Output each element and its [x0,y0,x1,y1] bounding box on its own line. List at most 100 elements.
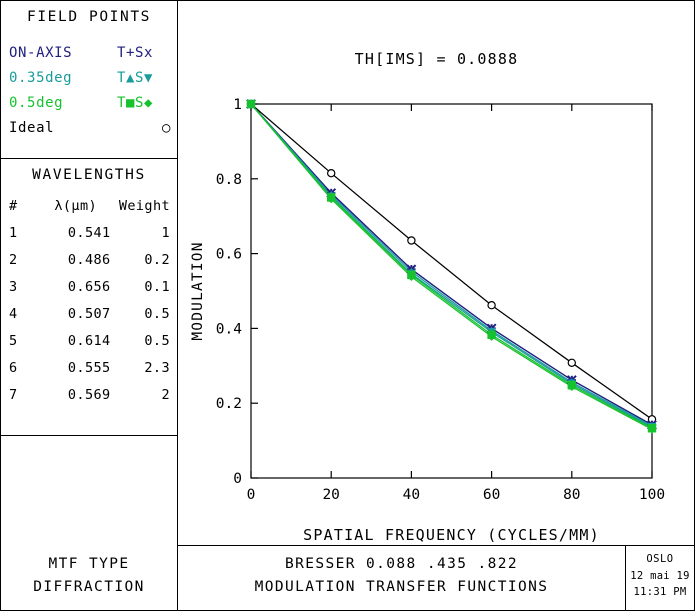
field-point-label-05deg: 0.5deg [9,95,64,111]
field-point-label-035deg: 0.35deg [9,70,73,86]
circle-open-marker [567,358,576,368]
x-tick-label: 60 [483,487,500,503]
series-line-on-axis-s [250,103,653,426]
diamond-marker [487,332,496,341]
x-tick-label: 20 [322,487,339,503]
wavelength-cell-weight: 0.5 [144,333,170,349]
x-tick-label: 0 [247,487,256,503]
wavelengths-table: # λ(µm) Weight 1 0.541 1 2 0.486 0.2 3 0.656 0.1… [1,193,177,409]
wavelength-row: 3 0.656 0.1 [6,274,174,301]
diamond-marker [327,194,336,204]
wavelength-row: 1 0.541 1 [6,220,174,247]
wavelength-cell-lambda: 0.507 [67,306,111,322]
diamond-marker [327,194,336,204]
footer-time: 11:31 PM [633,586,687,598]
triangle-up-marker: T▲ [117,70,136,86]
footer-lens-info: BRESSER 0.088 .435 .822 MODULATION TRANS… [178,546,626,610]
footer-app-name: OSLO [646,553,674,565]
cross-marker: Sx [135,45,154,61]
x-tick-label: 40 [403,487,420,503]
y-tick-label: 0 [233,471,242,487]
field-point-row-on-axis: ON-AXIS T+ Sx [9,45,171,65]
series-line-0-35deg-s [250,103,653,428]
diamond-marker [647,425,657,434]
chart-title: TH[IMS] = 0.0888 [354,50,519,68]
wavelengths-panel: WAVELENGTHS # λ(µm) Weight 1 0.541 1 2 0.486… [1,159,177,436]
wavelength-cell-num: 1 [9,225,18,241]
wavelength-cell-weight: 0.2 [144,252,170,268]
plot-frame [250,103,653,479]
diamond-marker [407,272,416,281]
field-point-markers-035deg: T▲ S▼ [117,70,154,86]
footer-lens-name: BRESSER 0.088 .435 .822 [285,556,518,572]
wavelength-cell-lambda: 0.569 [67,387,111,403]
series-line-0-35deg-t [250,103,653,427]
field-points-panel: FIELD POINTS ON-AXIS T+ Sx 0.35deg T▲ S▼… [1,1,177,159]
footer-bar: MTF TYPE DIFFRACTION BRESSER 0.088 .435 … [1,546,694,610]
wavelength-cell-weight: 1 [161,225,170,241]
x-tick-label: 80 [563,487,580,503]
field-point-label-ideal: Ideal [9,120,55,136]
wavelength-cell-lambda: 0.555 [67,360,111,376]
field-point-markers-on-axis: T+ Sx [117,45,154,61]
mtf-plot: 0 20 40 60 80 100 0 0.2 0.4 0.6 0.8 1 SPATIAL FREQUE… [190,97,665,544]
circle-open-marker [487,301,496,310]
wavelength-row: 2 0.486 0.2 [6,247,174,274]
wavelengths-header-weight: Weight [118,198,170,214]
diamond-marker [487,332,496,341]
wavelength-cell-num: 5 [9,333,18,349]
circle-open-marker [326,168,336,178]
wavelength-cell-num: 6 [9,360,18,376]
field-points-title: FIELD POINTS [27,9,151,25]
circle-open-marker [567,358,576,368]
wavelength-cell-num: 7 [9,387,18,403]
x-tick-label: 100 [639,487,665,503]
series-line-0-5deg-s [250,103,653,430]
y-tick-label: 0.6 [216,247,242,263]
y-tick-label: 0.2 [216,396,242,412]
circle-open-marker [326,168,336,178]
x-axis-label: SPATIAL FREQUENCY (CYCLES/MM) [303,526,600,544]
left-info-column: FIELD POINTS ON-AXIS T+ Sx 0.35deg T▲ S▼… [1,1,178,546]
empty-panel [1,436,177,546]
diamond-marker [407,272,416,281]
wavelength-cell-weight: 0.5 [144,306,170,322]
field-point-row-035deg: 0.35deg T▲ S▼ [9,70,171,90]
footer-mtf-type-label: MTF TYPE [48,556,130,572]
wavelength-cell-weight: 2 [161,387,170,403]
wavelength-cell-num: 4 [9,306,18,322]
wavelength-row: 5 0.614 0.5 [6,328,174,355]
wavelengths-title: WAVELENGTHS [32,167,146,183]
wavelength-row: 7 0.569 2 [6,382,174,409]
diamond-marker [647,425,657,434]
wavelengths-header-lambda: λ(µm) [54,198,98,214]
circle-open-marker [487,301,496,310]
triangle-down-marker: S▼ [135,70,154,86]
footer-plot-name: MODULATION TRANSFER FUNCTIONS [254,579,549,595]
plot-region: TH[IMS] = 0.0888 0 20 40 60 80 100 0 0.2 0.4 0.6 0… [178,1,695,546]
wavelength-cell-lambda: 0.541 [67,225,111,241]
diamond-marker: S◆ [135,95,154,111]
wavelength-cell-weight: 2.3 [144,360,170,376]
wavelengths-header-num: # [9,198,18,214]
footer-mtf-type: MTF TYPE DIFFRACTION [1,546,178,610]
field-point-markers-05deg: T■ S◆ [117,95,154,111]
circle-open-marker [407,236,416,245]
wavelength-cell-lambda: 0.614 [67,333,111,349]
field-point-markers-ideal: ○ [117,120,171,136]
plus-marker: T+ [117,45,136,61]
series-line-0-5deg-t [250,103,653,429]
wavelength-cell-num: 2 [9,252,18,268]
circle-open-marker [407,236,416,245]
series-line-ideal [250,103,653,420]
y-tick-label: 0.8 [216,172,242,188]
square-marker: T■ [117,95,136,111]
wavelengths-header-row: # λ(µm) Weight [6,193,174,220]
field-point-row-05deg: 0.5deg T■ S◆ [9,95,171,115]
y-tick-label: 0.4 [216,321,242,337]
footer-mtf-type-value: DIFFRACTION [33,579,145,595]
wavelength-row: 6 0.555 2.3 [6,355,174,382]
wavelength-cell-weight: 0.1 [144,279,170,295]
wavelength-row: 4 0.507 0.5 [6,301,174,328]
